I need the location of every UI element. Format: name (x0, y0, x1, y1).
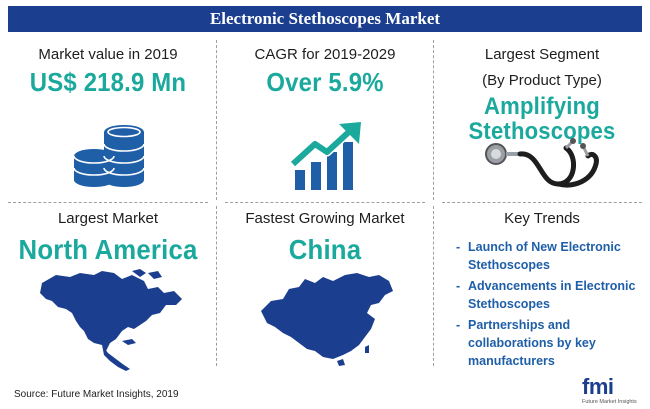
largest-market-value: North America (18, 234, 198, 265)
market-value-label: Market value in 2019 (38, 46, 178, 63)
fastest-market-value: China (288, 234, 362, 265)
list-item: - Partnerships and collaborations by key … (456, 318, 596, 368)
stethoscope-icon (485, 138, 599, 188)
cagr-card: CAGR for 2019-2029 Over 5.9% (217, 38, 433, 206)
coin-stacks-icon (73, 125, 145, 187)
list-item: - Launch of New Electronic Stethoscopes (456, 240, 621, 272)
key-trends-list: - Launch of New Electronic Stethoscopes -… (456, 238, 650, 370)
market-value: US$ 218.9 Mn (29, 67, 187, 97)
north-america-map-icon (40, 269, 182, 371)
list-item: - Advancements in Electronic Stethoscopes (456, 279, 636, 311)
divider (216, 206, 217, 366)
divider (225, 202, 425, 203)
logo-word: fmi (582, 374, 614, 399)
page-title: Electronic Stethoscopes Market (8, 6, 642, 32)
segment-value-line2: Stethoscopes (468, 118, 616, 145)
divider (433, 206, 434, 366)
divider (8, 202, 208, 203)
largest-market-label: Largest Market (57, 210, 159, 227)
divider (442, 202, 642, 203)
divider (433, 40, 434, 200)
source-note: Source: Future Market Insights, 2019 (14, 389, 179, 400)
fastest-market-label: Fastest Growing Market (245, 210, 405, 227)
segment-label-line2: (By Product Type) (482, 72, 602, 89)
cagr-label: CAGR for 2019-2029 (254, 46, 396, 63)
key-trends-card: Key Trends - Launch of New Electronic Ste… (434, 203, 650, 371)
logo-tagline: Future Market Insights (582, 399, 637, 405)
fastest-market-card: Fastest Growing Market China (217, 203, 433, 371)
market-value-card: Market value in 2019 US$ 218.9 Mn (0, 38, 216, 206)
key-trends-label: Key Trends (504, 210, 580, 227)
largest-segment-card: Largest Segment (By Product Type) Amplif… (434, 38, 650, 206)
divider (216, 40, 217, 200)
segment-value-line1: Amplifying (484, 93, 600, 120)
china-map-icon (261, 273, 393, 366)
largest-market-card: Largest Market North America (0, 203, 216, 371)
segment-label-line1: Largest Segment (484, 46, 600, 63)
growth-chart-icon (289, 122, 361, 190)
cagr-value: Over 5.9% (266, 67, 384, 97)
fmi-logo: fmi Future Market Insights (582, 376, 642, 406)
